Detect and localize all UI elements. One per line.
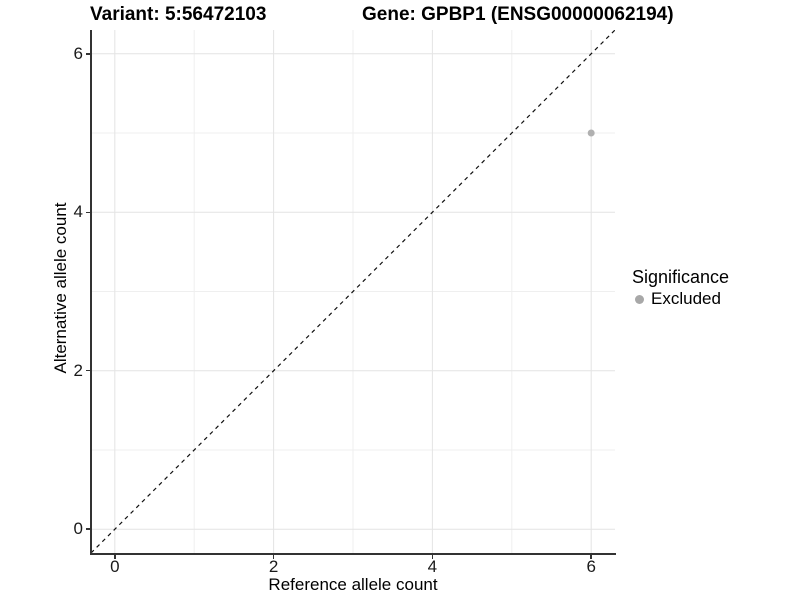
y-tick-mark	[85, 369, 90, 372]
y-tick-mark	[85, 53, 90, 55]
x-tick-mark	[272, 554, 275, 559]
y-tick-mark	[85, 528, 90, 530]
legend-point-icon	[635, 294, 644, 304]
y-tick-label: 4	[73, 202, 83, 222]
plot-canvas	[91, 30, 615, 553]
x-axis-line	[90, 553, 616, 555]
x-tick-label: 2	[268, 557, 279, 576]
y-tick-label: 2	[73, 360, 83, 380]
plot-panel	[91, 30, 615, 553]
legend-title: Significance	[632, 267, 730, 287]
data-point	[587, 129, 595, 137]
x-axis-title: Reference allele count	[268, 575, 438, 594]
x-tick-mark	[114, 554, 116, 559]
variant-title: Variant: 5:56472103	[90, 4, 267, 25]
x-tick-mark	[431, 554, 434, 559]
x-tick-label: 6	[586, 557, 596, 576]
y-tick-label: 6	[73, 43, 83, 63]
gene-title: Gene: GPBP1 (ENSG00000062194)	[362, 4, 674, 25]
x-tick-label: 4	[427, 557, 438, 576]
y-tick-mark	[85, 211, 90, 213]
legend: Significance Excluded	[632, 266, 729, 309]
legend-entry-label: Excluded	[651, 289, 721, 308]
identity-dashed-line	[91, 30, 615, 553]
y-axis-title: Alternative allele count	[51, 202, 70, 374]
y-tick-label: 0	[73, 519, 83, 539]
y-axis-line	[90, 30, 92, 555]
x-tick-mark	[590, 554, 592, 559]
x-tick-label: 0	[110, 557, 120, 576]
legend-entry-excluded: Excluded	[632, 289, 729, 309]
